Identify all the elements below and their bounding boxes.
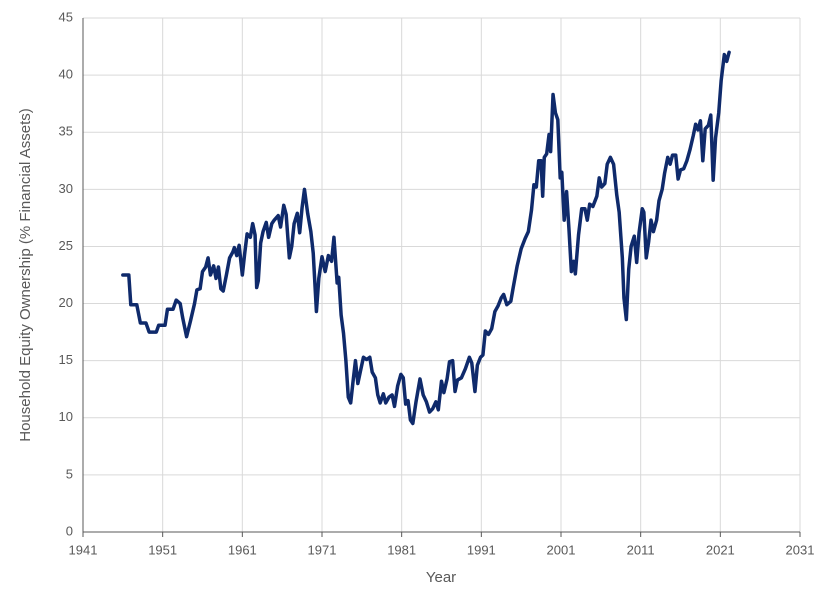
x-tick-label: 1951 [148, 542, 177, 557]
x-tick-label: 1991 [467, 542, 496, 557]
x-tick-label: 1961 [228, 542, 257, 557]
x-tick-label: 2031 [786, 542, 815, 557]
y-tick-label: 0 [66, 523, 73, 538]
y-tick-label: 40 [59, 67, 73, 82]
y-tick-label: 30 [59, 181, 73, 196]
x-tick-label: 1941 [69, 542, 98, 557]
y-tick-label: 10 [59, 409, 73, 424]
y-tick-label: 35 [59, 124, 73, 139]
x-axis-title: Year [426, 569, 456, 586]
y-tick-label: 25 [59, 238, 73, 253]
data-line [121, 50, 731, 426]
x-tick-label: 2001 [547, 542, 576, 557]
x-tick-label: 2021 [706, 542, 735, 557]
y-tick-label: 5 [66, 466, 73, 481]
y-tick-label: 15 [59, 352, 73, 367]
y-tick-label: 45 [59, 9, 73, 24]
y-tick-label: 20 [59, 295, 73, 310]
x-tick-label: 1971 [308, 542, 337, 557]
x-tick-label: 1981 [387, 542, 416, 557]
x-tick-label: 2011 [627, 542, 655, 557]
y-axis-title: Household Equity Ownership (% Financial … [17, 108, 34, 442]
